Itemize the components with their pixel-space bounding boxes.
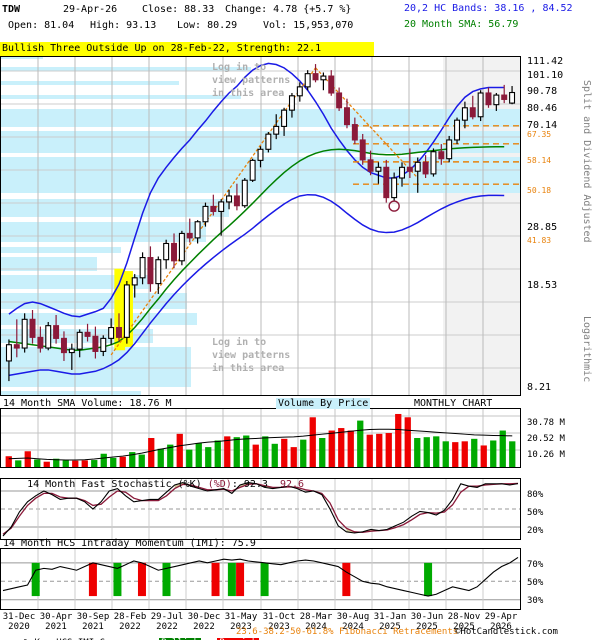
imi-panel[interactable]	[0, 548, 521, 610]
legend-prefix: % K - HCS IMI Crossover,	[24, 638, 154, 640]
x-axis-tick-label: 29-Jul 2022	[150, 612, 184, 632]
stochastic-chart-svg	[1, 479, 520, 539]
volume-tick-label: 30.78 M	[527, 418, 565, 428]
x-axis-tick-label: 30-Apr 2021	[39, 612, 73, 632]
x-axis-tick-label: 28-Feb 2022	[113, 612, 147, 632]
fib-level-label: 67.35	[527, 130, 552, 139]
x-axis-tick-label: 31-Dec 2020	[2, 612, 36, 632]
sma-label: 20 Month SMA: 56.79	[404, 19, 519, 30]
imi-panel-title: 14 Month HCS Intraday Momentum (IMI): 75…	[3, 538, 256, 549]
price-tick-label: 28.85	[527, 222, 558, 233]
volume-label: Vol: 15,953,070	[263, 20, 354, 31]
price-tick-label: 18.53	[527, 280, 558, 291]
monthly-chart-label: MONTHLY CHART	[414, 398, 493, 409]
date-label: 29-Apr-26	[63, 4, 118, 15]
stoch-title-d: (%D)	[207, 479, 232, 490]
imi-tick-label: 30%	[527, 596, 544, 606]
x-axis-tick-label: 30-Aug 2024	[336, 612, 370, 632]
x-axis-tick-label: 30-Sep 2021	[76, 612, 110, 632]
pattern-banner[interactable]: Bullish Three Outside Up on 28-Feb-22, S…	[0, 42, 374, 56]
price-tick-label: 90.78	[527, 86, 558, 97]
imi-chart-svg	[1, 549, 520, 609]
price-tick-label: 111.42	[527, 56, 564, 67]
stochastic-tick-label: 80%	[527, 490, 544, 500]
x-axis-tick-label: 31-Jan 2025	[373, 612, 407, 632]
volume-panel[interactable]	[0, 408, 521, 468]
price-tick-label: 101.10	[527, 70, 564, 81]
volume-tick-label: 20.52 M	[527, 434, 565, 444]
bearish-chip: Bearish	[217, 638, 260, 640]
fib-level-label: 41.83	[527, 236, 552, 245]
price-tick-label: 80.46	[527, 103, 558, 114]
stochastic-tick-label: 50%	[527, 508, 544, 518]
x-axis-tick-label: 30-Jun 2025	[410, 612, 444, 632]
stochastic-panel[interactable]	[0, 478, 521, 540]
price-chart-panel[interactable]: Log in to view patterns in this area Log…	[0, 56, 521, 396]
volume-chart-svg	[1, 409, 520, 467]
imi-tick-label: 70%	[527, 560, 544, 570]
fib-footnote: 23.6-38.2-50-61.8% Fibonacci Retracement…	[236, 627, 459, 637]
footer-legend: % K - HCS IMI Crossover, Bullish Bearish	[2, 627, 260, 640]
x-axis-tick-label: 31-May 2023	[224, 612, 258, 632]
change-label: Change: 4.78 {+5.7 %}	[225, 4, 352, 15]
copyright-label: ©HotCandlestick.com	[455, 627, 558, 637]
stoch-title-k: 14 Month Fast Stochastic (%K)	[27, 479, 202, 490]
fib-level-label: 50.18	[527, 186, 552, 195]
x-axis-tick-label: 30-Dec 2022	[187, 612, 221, 632]
bullish-chip: Bullish	[159, 638, 202, 640]
stoch-value-d: 92.6	[280, 479, 305, 490]
x-axis-tick-label: 31-Oct 2023	[262, 612, 296, 632]
price-y-axis-title: Split and Dividend Adjusted	[581, 80, 592, 243]
volume-by-price-label: Volume By Price	[276, 398, 371, 409]
fib-level-label: 58.14	[527, 156, 552, 165]
x-axis-tick-label: 29-Apr 2026	[484, 612, 518, 632]
header: TDW 29-Apr-26 Close: 88.33 Change: 4.78 …	[0, 0, 600, 40]
x-axis-tick-label: 28-Nov 2025	[447, 612, 481, 632]
price-scale-label: Logarithmic	[581, 316, 592, 383]
stoch-value-k: : 92.3	[231, 479, 268, 490]
stochastic-tick-label: 20%	[527, 526, 544, 536]
watermark-bottom: Log in to view patterns in this area	[212, 337, 291, 374]
volume-panel-title: 14 Month SMA Volume: 18.76 M	[3, 398, 172, 409]
hc-bands-label: 20,2 HC Bands: 38.16 , 84.52	[404, 3, 573, 14]
x-axis-tick-label: 28-Mar 2024	[299, 612, 333, 632]
low-label: Low: 80.29	[177, 20, 238, 31]
price-tick-label: 70.14	[527, 120, 558, 131]
price-chart-svg	[1, 57, 520, 395]
close-label: Close: 88.33	[142, 4, 215, 15]
volume-tick-label: 10.26 M	[527, 450, 565, 460]
watermark-top: Log in to view patterns in this area	[212, 62, 291, 99]
symbol-label: TDW	[2, 4, 21, 15]
stochastic-panel-title: 14 Month Fast Stochastic (%K) (%D): 92.3…	[3, 468, 304, 501]
high-label: High: 93.13	[90, 20, 157, 31]
price-tick-label: 8.21	[527, 382, 552, 393]
open-label: Open: 81.04	[8, 20, 75, 31]
imi-tick-label: 50%	[527, 578, 544, 588]
